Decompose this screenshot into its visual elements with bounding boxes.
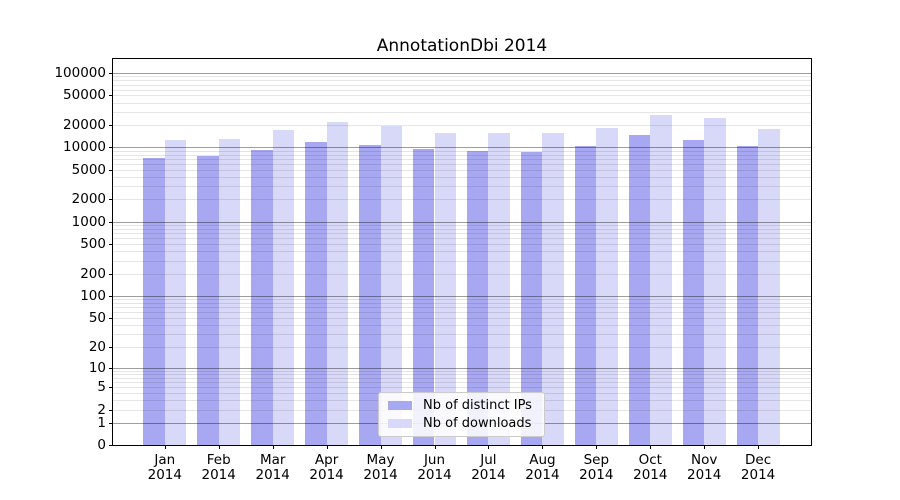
x-tick-label-nov: Nov 2014 (687, 452, 722, 483)
y-tick-label: 500 (80, 236, 106, 253)
x-tick-label-mar: Mar 2014 (255, 452, 290, 483)
legend-swatch-distinct-ips (388, 401, 412, 411)
x-tick (596, 445, 598, 449)
bar-ips-aug (520, 152, 543, 445)
plot-area: Nb of distinct IPs Nb of downloads (113, 59, 811, 445)
bar-downloads-dec (758, 128, 780, 445)
legend-item-distinct-ips: Nb of distinct IPs (388, 398, 535, 413)
y-tick-label: 10 (88, 359, 106, 376)
y-tick-label: 100 (80, 287, 106, 304)
y-tick (109, 147, 113, 149)
x-tick-label-feb: Feb 2014 (201, 452, 236, 483)
y-tick (109, 73, 113, 74)
bar-downloads-sep (596, 127, 618, 445)
y-tick-label: 0 (97, 437, 106, 453)
y-tick (109, 346, 113, 348)
x-tick (704, 445, 706, 449)
y-tick-label: 50 (88, 309, 106, 326)
y-tick-label: 2000 (71, 191, 106, 208)
x-tick (542, 445, 544, 449)
bar-downloads-may (380, 126, 403, 445)
bar-ips-dec (736, 146, 759, 445)
x-tick (272, 445, 274, 449)
bar-downloads-nov (704, 117, 726, 445)
y-tick (109, 422, 113, 424)
bar-ips-jan (143, 158, 165, 445)
y-tick (109, 125, 113, 126)
legend-label-downloads: Nb of downloads (423, 415, 532, 431)
y-tick-label: 2 (97, 401, 106, 418)
bar-ips-nov (682, 140, 705, 445)
bar-ips-sep (574, 145, 597, 445)
bar-downloads-jun (434, 132, 457, 445)
x-tick (164, 445, 166, 449)
y-tick (109, 317, 113, 319)
chart-title: AnnotationDbi 2014 (376, 36, 548, 56)
y-tick (109, 445, 113, 446)
y-tick (109, 387, 113, 389)
y-tick-label: 20 (88, 338, 106, 355)
x-tick-label-apr: Apr 2014 (309, 452, 344, 483)
y-tick-label: 50000 (63, 87, 106, 104)
x-tick (218, 445, 220, 449)
bar-ips-jul (466, 150, 489, 445)
bar-downloads-apr (326, 122, 349, 445)
x-tick (380, 445, 382, 449)
x-tick (758, 445, 760, 449)
bar-ips-may (359, 144, 381, 445)
x-tick-label-jan: Jan 2014 (147, 452, 182, 483)
bar-ips-mar (251, 150, 273, 445)
x-tick-label-oct: Oct 2014 (633, 452, 668, 483)
x-tick (650, 445, 652, 449)
legend-label-distinct-ips: Nb of distinct IPs (423, 398, 532, 414)
y-tick (109, 273, 113, 275)
y-tick-label: 100000 (54, 65, 106, 81)
y-tick (109, 367, 113, 369)
legend-swatch-downloads (388, 418, 412, 428)
x-tick-label-may: May 2014 (363, 452, 398, 483)
x-tick-label-jul: Jul 2014 (471, 452, 506, 483)
legend-item-downloads: Nb of downloads (388, 416, 535, 431)
y-tick-label: 1000 (71, 213, 106, 230)
x-tick-label-sep: Sep 2014 (579, 452, 614, 483)
bar-downloads-jul (488, 133, 510, 445)
bar-ips-oct (628, 134, 651, 445)
y-tick (109, 244, 113, 246)
y-tick (109, 221, 113, 223)
y-tick-label: 20000 (63, 117, 106, 133)
bar-ips-apr (305, 141, 327, 445)
bar-downloads-mar (272, 129, 295, 445)
y-tick (109, 199, 113, 201)
y-tick-label: 10000 (63, 139, 106, 156)
x-tick-label-dec: Dec 2014 (740, 452, 776, 483)
x-tick (488, 445, 490, 449)
x-tick-label-jun: Jun 2014 (417, 452, 452, 483)
bar-ips-feb (197, 156, 219, 445)
y-tick (109, 409, 113, 411)
legend: Nb of distinct IPs Nb of downloads (378, 392, 545, 437)
x-tick (434, 445, 436, 449)
y-tick (109, 169, 113, 171)
bar-downloads-aug (542, 132, 564, 445)
y-tick-label: 5 (97, 379, 106, 396)
y-tick (109, 95, 113, 97)
bar-downloads-feb (218, 138, 241, 445)
bar-downloads-oct (650, 114, 672, 445)
x-tick-label-aug: Aug 2014 (525, 452, 560, 483)
bars-layer (113, 59, 811, 445)
x-tick (326, 445, 328, 449)
y-tick-label: 200 (80, 265, 106, 282)
y-tick-label: 5000 (71, 161, 106, 178)
y-tick (109, 295, 113, 297)
bar-ips-jun (412, 148, 435, 445)
bar-downloads-jan (164, 140, 187, 445)
y-tick-label: 1 (97, 414, 106, 431)
